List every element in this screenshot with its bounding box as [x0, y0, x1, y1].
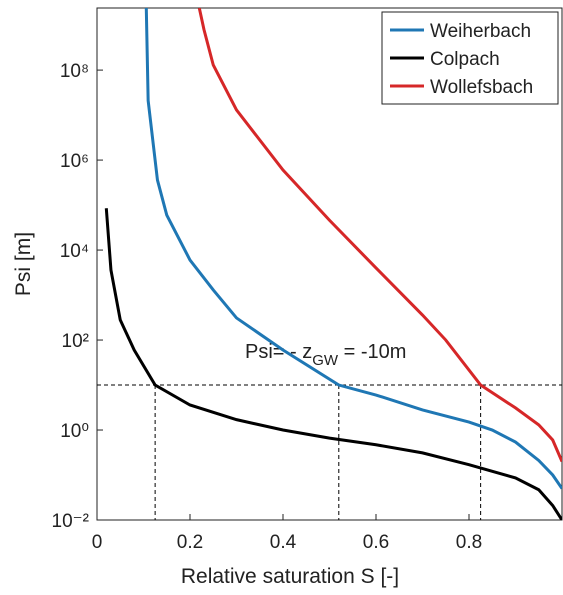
x-tick-label: 0.4: [270, 532, 297, 553]
series-line: [144, 8, 562, 490]
plot-area: [97, 8, 562, 520]
annotation: Psi= - zGW = -10m: [245, 341, 406, 369]
series-line: [104, 208, 562, 520]
y-tick-label: 10⁻²: [52, 511, 90, 532]
y-tick-label: 10⁶: [60, 151, 89, 172]
legend-label: Colpach: [430, 49, 500, 70]
x-tick-label: 0: [92, 532, 103, 553]
annotation-subscript: GW: [312, 352, 339, 369]
y-axis-label: Psi [m]: [12, 232, 35, 296]
x-axis-label: Relative saturation S [-]: [181, 565, 399, 588]
x-tick-label: 0.6: [363, 532, 389, 553]
legend-label: Wollefsbach: [430, 77, 533, 98]
annotation-rest: = -10m: [338, 341, 406, 363]
plot-frame: [96, 7, 563, 521]
x-tick-label: 0.2: [177, 532, 203, 553]
series-line: [197, 8, 562, 463]
legend-label: Weiherbach: [430, 21, 531, 42]
annotation-main: Psi= - z: [245, 341, 312, 363]
x-tick-label: 0.8: [456, 532, 482, 553]
y-tick-label: 10⁸: [60, 61, 89, 82]
y-tick-label: 10²: [62, 331, 89, 352]
y-tick-label: 10⁴: [60, 241, 89, 262]
y-tick-label: 10⁰: [60, 421, 89, 442]
